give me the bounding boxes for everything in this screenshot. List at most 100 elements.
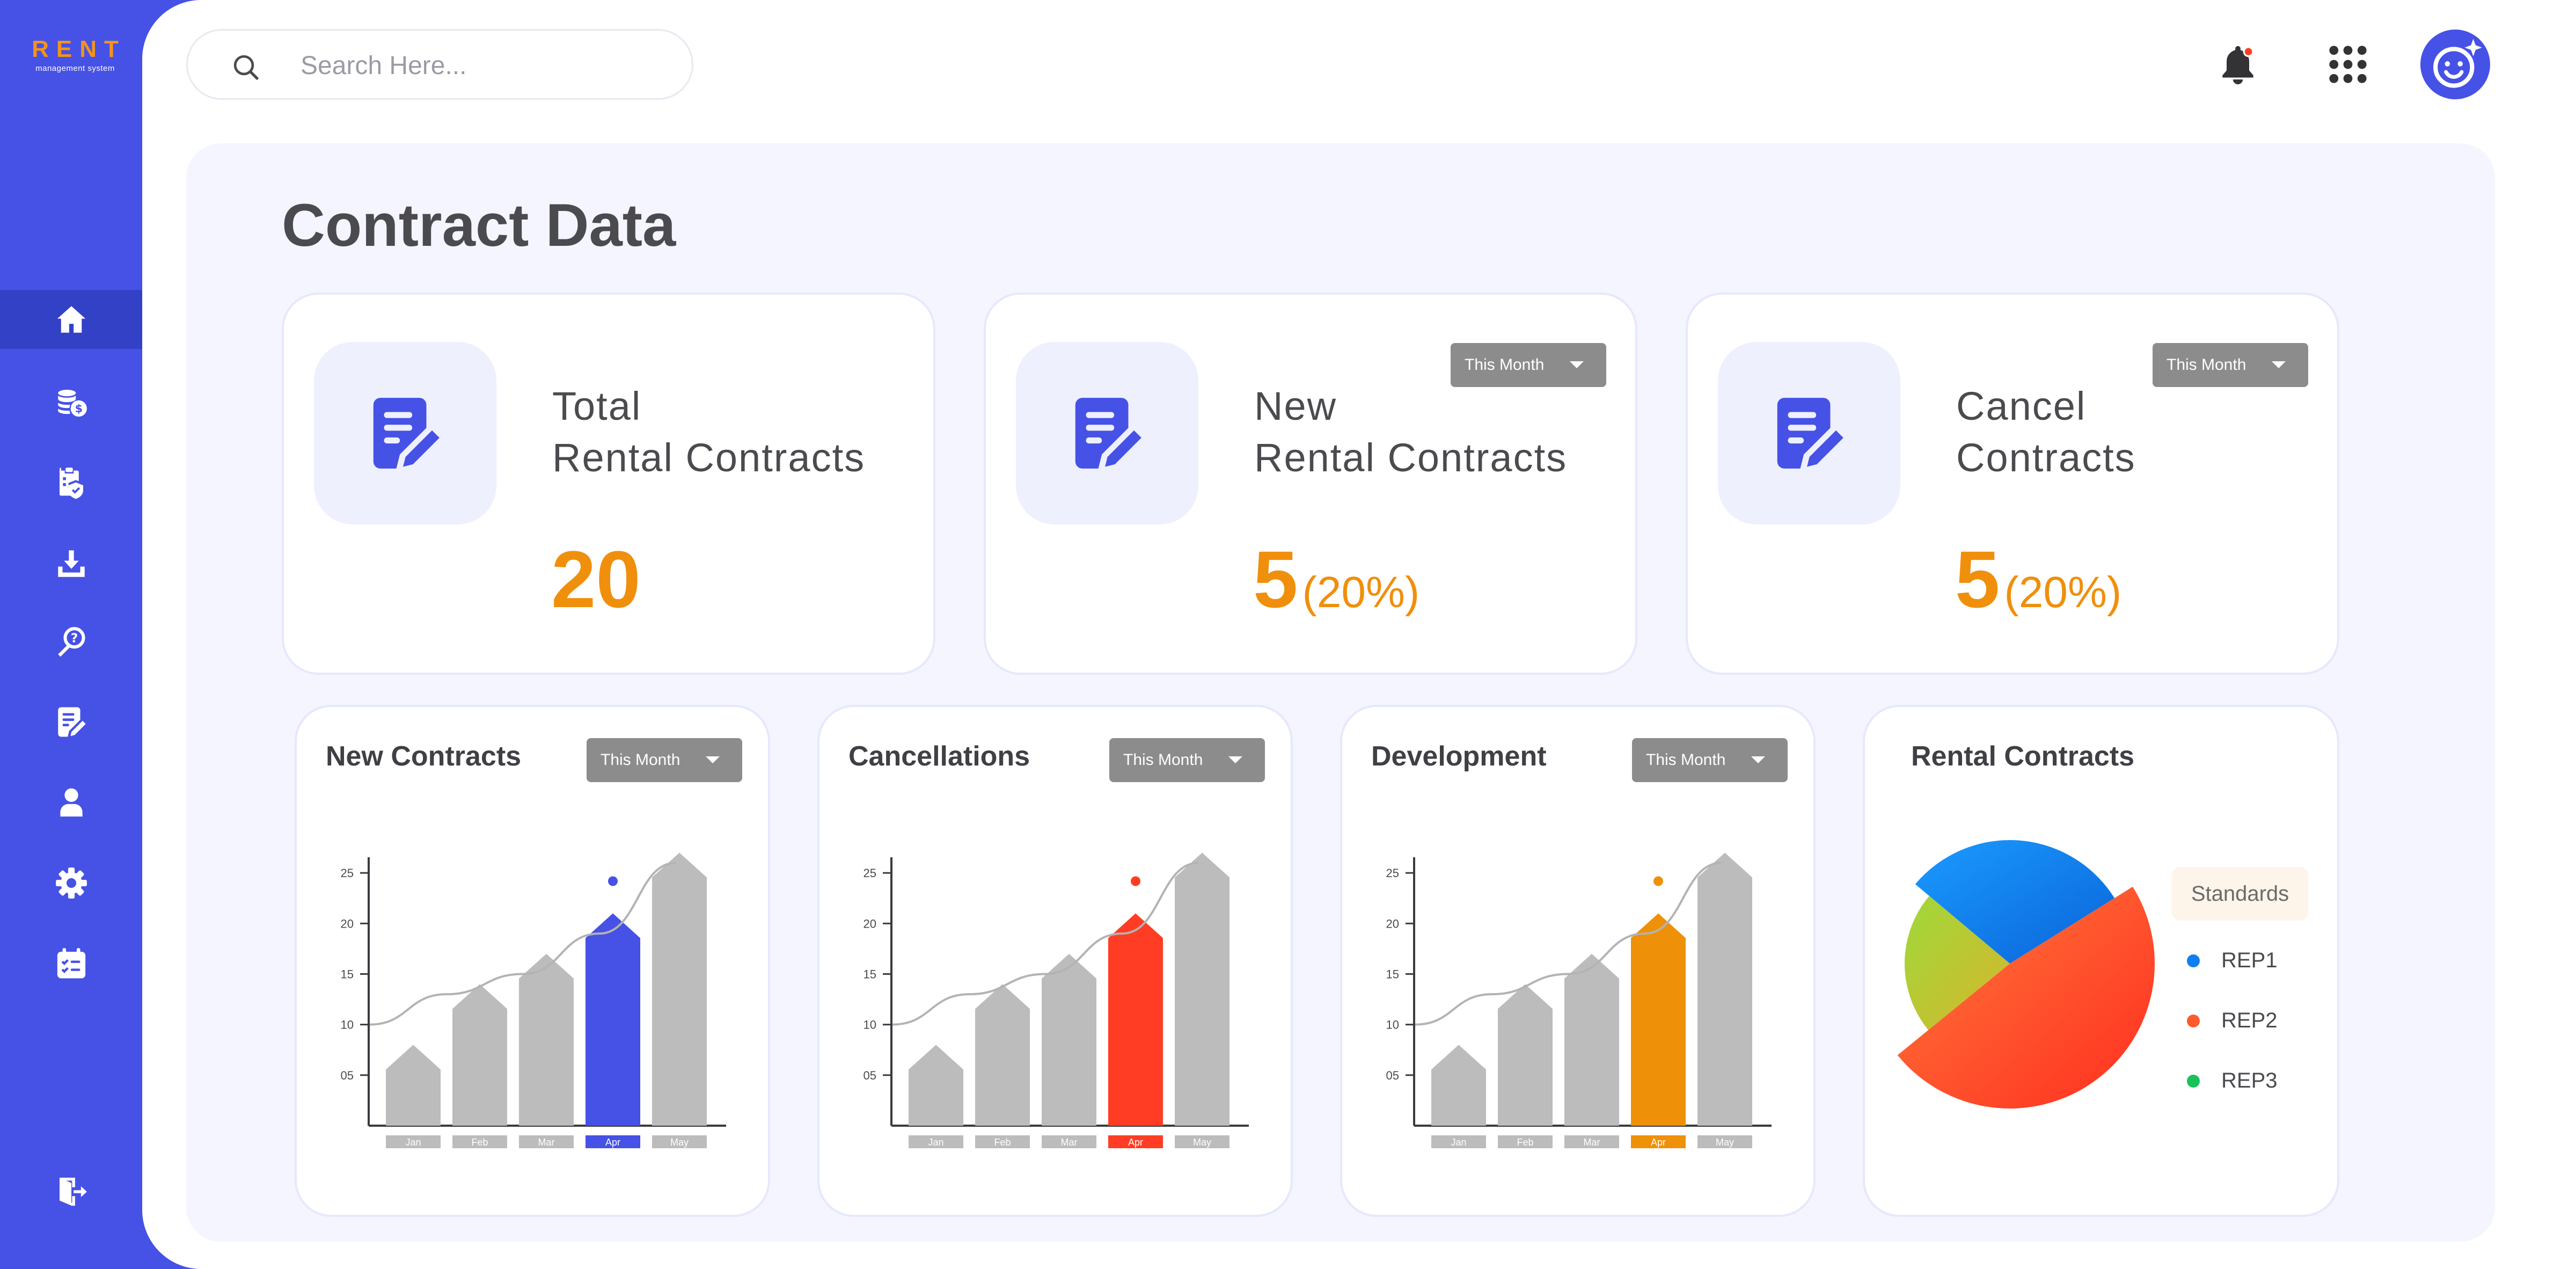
stat-label-line1: New <box>1254 384 1337 428</box>
legend-label: REP3 <box>2221 1069 2278 1092</box>
x-tick-label: Feb <box>994 1137 1011 1148</box>
sidebar-item-logout[interactable] <box>0 1162 142 1221</box>
x-tick-label: Apr <box>605 1137 620 1148</box>
sidebar-item-downloads[interactable] <box>0 534 142 593</box>
sidebar-item-profile[interactable] <box>0 773 142 832</box>
bar <box>1697 852 1752 1126</box>
sidebar-item-help[interactable]: ? <box>0 612 142 671</box>
legend-dot <box>2187 1014 2200 1027</box>
bar <box>586 913 640 1126</box>
document-edit-icon <box>1075 398 1141 469</box>
svg-text:$: $ <box>75 402 82 415</box>
logo[interactable]: RENT management system <box>21 36 129 73</box>
x-tick-label: Mar <box>538 1137 555 1148</box>
bar <box>975 984 1030 1126</box>
trend-line <box>1415 862 1722 1026</box>
x-tick-box <box>1431 1135 1486 1148</box>
sidebar-item-calendar[interactable] <box>0 934 142 993</box>
chart-title: Development <box>1371 741 1547 772</box>
x-tick-label: May <box>1193 1137 1211 1148</box>
x-tick-label: Apr <box>1128 1137 1143 1148</box>
search-bar[interactable] <box>186 29 693 100</box>
sidebar-item-payments[interactable]: $ <box>0 373 142 432</box>
y-tick-label: 15 <box>1386 968 1399 981</box>
y-tick-label: 25 <box>1386 866 1399 880</box>
y-tick-label: 25 <box>341 866 354 880</box>
sidebar-item-insurance[interactable] <box>0 454 142 513</box>
y-tick-label: 10 <box>863 1018 876 1032</box>
document-edit-icon <box>373 398 440 469</box>
x-tick-box <box>1498 1135 1553 1148</box>
x-tick-label: May <box>1716 1137 1734 1148</box>
stat-card-cancel: This Month Cancel Contracts 5(20%) <box>1686 293 2339 675</box>
period-dropdown[interactable]: This Month <box>1451 343 1606 387</box>
trend-line <box>369 862 676 1026</box>
dropdown-label: This Month <box>1465 356 1545 374</box>
trend-line <box>892 862 1199 1026</box>
bar <box>519 953 574 1126</box>
stat-icon-box <box>1718 342 1900 524</box>
caret-down-icon <box>1751 756 1765 763</box>
legend-dot <box>2187 954 2200 967</box>
y-tick-label: 05 <box>341 1069 354 1082</box>
shield-document-icon <box>59 468 83 499</box>
x-tick-box <box>586 1135 640 1148</box>
pie-slice <box>1915 840 2115 964</box>
stat-percent: (20%) <box>2004 568 2122 617</box>
bar-chart: 05 10 15 20 25 Jan Feb Mar Apr May <box>1386 852 1772 1148</box>
stat-label-line1: Cancel <box>1956 384 2087 428</box>
document-edit-icon <box>1777 398 1843 469</box>
logo-subtitle: management system <box>35 64 115 73</box>
logo-title: RENT <box>32 36 126 62</box>
period-dropdown[interactable]: This Month <box>1109 738 1265 782</box>
bar <box>1175 852 1230 1126</box>
bar <box>1108 913 1163 1126</box>
sidebar-item-contracts[interactable] <box>0 692 142 752</box>
notifications-button[interactable] <box>2200 27 2275 102</box>
search-input[interactable] <box>301 47 665 84</box>
bar <box>1042 953 1096 1126</box>
stat-label-line2: Rental Contracts <box>552 435 866 480</box>
period-dropdown[interactable]: This Month <box>587 738 742 782</box>
highlight-point <box>1131 876 1140 886</box>
stat-card-new: This Month New Rental Contracts 5(20%) <box>984 293 1637 675</box>
stat-icon-box <box>1016 342 1198 524</box>
sidebar-item-home[interactable] <box>0 290 142 349</box>
stat-icon-box <box>314 342 496 524</box>
chart-card-development: Development This Month 05 10 15 20 25 Jan Feb M… <box>1340 705 1816 1217</box>
x-tick-label: Mar <box>1061 1137 1078 1148</box>
dropdown-label: This Month <box>2167 356 2246 374</box>
x-tick-label: Jan <box>1451 1137 1466 1148</box>
y-tick-label: 20 <box>863 917 876 930</box>
content-panel: Contract Data Total Rental Contracts 20 … <box>186 143 2495 1242</box>
caret-down-icon <box>2272 361 2286 368</box>
y-tick-label: 15 <box>863 968 876 981</box>
bar <box>1431 1045 1486 1126</box>
x-tick-box <box>519 1135 574 1148</box>
bar <box>1564 953 1619 1126</box>
bar-chart: 05 10 15 20 25 Jan Feb Mar Apr May <box>341 852 726 1148</box>
x-tick-label: Mar <box>1584 1137 1600 1148</box>
user-avatar-button[interactable] <box>2418 27 2493 102</box>
period-dropdown[interactable]: This Month <box>1632 738 1788 782</box>
calendar-check-icon <box>57 948 85 979</box>
y-tick-label: 05 <box>1386 1069 1399 1082</box>
home-icon <box>57 306 85 333</box>
sidebar-item-settings[interactable] <box>0 854 142 913</box>
document-edit-icon <box>57 707 86 737</box>
bell-icon <box>2222 46 2254 85</box>
search-icon <box>233 55 259 80</box>
x-tick-box <box>452 1135 507 1148</box>
stat-number: 5 <box>1955 534 2000 624</box>
period-dropdown[interactable]: This Month <box>2153 343 2308 387</box>
bar <box>909 1045 963 1126</box>
stat-value: 20 <box>551 539 641 619</box>
dropdown-label: This Month <box>1123 751 1203 769</box>
y-tick-label: 25 <box>863 866 876 880</box>
stat-percent: (20%) <box>1302 568 1420 617</box>
x-tick-label: Jan <box>405 1137 421 1148</box>
apps-menu-button[interactable] <box>2310 27 2385 102</box>
x-tick-box <box>1697 1135 1752 1148</box>
avatar-icon <box>2420 30 2490 99</box>
x-tick-box <box>975 1135 1030 1148</box>
